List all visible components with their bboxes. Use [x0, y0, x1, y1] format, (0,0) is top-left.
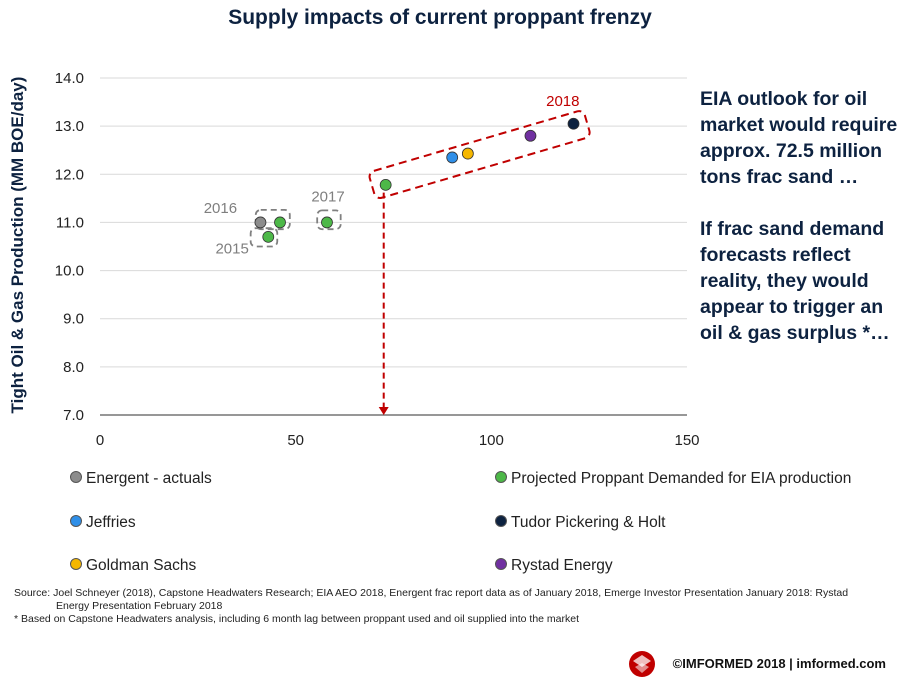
legend-item-jeffries: Jeffries: [70, 514, 136, 532]
data-points: [254, 117, 580, 243]
legend-marker: [70, 558, 82, 570]
y-tick-label: 7.0: [63, 407, 84, 424]
imformed-logo: [629, 651, 655, 677]
annotation-box-2017: [316, 209, 342, 231]
annotation-box-2018-outline: [368, 110, 591, 199]
y-tick-label: 12.0: [55, 166, 84, 183]
legend-item-energent: Energent - actuals: [70, 470, 212, 488]
gridlines: [100, 77, 687, 416]
x-tick-label: 100: [479, 432, 504, 449]
legend-marker: [70, 471, 82, 483]
chart-title: Supply impacts of current proppant frenz…: [228, 6, 652, 29]
legend-marker: [495, 515, 507, 527]
side-text-1: EIA outlook for oil market would require…: [700, 88, 898, 188]
legend-label: Jeffries: [86, 514, 136, 531]
legend-item-goldman: Goldman Sachs: [70, 557, 196, 575]
year-label-2017: 2017: [311, 189, 344, 206]
side-commentary: EIA outlook for oil market would require…: [700, 86, 900, 346]
data-point: [524, 129, 537, 142]
annotation-box-2018: [368, 110, 591, 199]
x-tick-labels: 0 50 100 150: [96, 432, 700, 449]
x-tick-label: 0: [96, 432, 104, 449]
side-text-2: If frac sand demand forecasts reflect re…: [700, 218, 890, 344]
legend-marker: [495, 558, 507, 570]
legend-item-rystad: Rystad Energy: [495, 557, 613, 575]
legend-item-tudor: Tudor Pickering & Holt: [495, 514, 666, 532]
source-line-3: * Based on Capstone Headwaters analysis,…: [14, 613, 580, 625]
source-line-2: Energy Presentation February 2018: [56, 600, 223, 612]
data-point: [567, 117, 580, 130]
y-axis-label: Tight Oil & Gas Production (MM BOE/day): [8, 77, 27, 414]
year-label-2016: 2016: [204, 200, 237, 217]
year-label-2015: 2015: [215, 240, 248, 257]
data-point: [274, 216, 286, 229]
legend-label: Tudor Pickering & Holt: [511, 514, 666, 531]
data-point: [379, 178, 392, 191]
legend-item-projected: Projected Proppant Demanded for EIA prod…: [495, 470, 851, 488]
data-point: [446, 151, 459, 164]
data-point: [262, 230, 275, 243]
x-tick-label: 50: [287, 432, 304, 449]
y-tick-labels: 7.0 8.0 9.0 10.0 11.0 12.0 13.0 14.0: [55, 70, 84, 424]
y-tick-label: 13.0: [55, 118, 84, 135]
y-tick-label: 14.0: [55, 70, 84, 87]
legend-label: Projected Proppant Demanded for EIA prod…: [511, 470, 852, 487]
legend-label: Goldman Sachs: [86, 557, 197, 574]
legend-label: Energent - actuals: [86, 470, 212, 487]
data-point: [321, 216, 333, 229]
y-tick-label: 10.0: [55, 263, 84, 280]
footer-copyright: ©IMFORMED 2018 | imformed.com: [672, 656, 886, 671]
legend-label: Rystad Energy: [511, 557, 613, 574]
year-label-2018: 2018: [546, 93, 579, 110]
projection-arrow-head: [378, 407, 389, 415]
data-point: [254, 216, 267, 229]
legend-marker: [495, 471, 507, 483]
data-point: [461, 147, 474, 160]
legend-marker: [70, 515, 82, 527]
y-tick-label: 11.0: [56, 214, 84, 231]
year-annotations: 2016 2015 2017 2018: [204, 93, 591, 415]
x-tick-label: 150: [674, 432, 699, 449]
source-line-1: Source: Joel Schneyer (2018), Capstone H…: [14, 587, 849, 599]
y-tick-label: 9.0: [63, 311, 84, 328]
y-tick-label: 8.0: [63, 359, 84, 376]
source-notes: Source: Joel Schneyer (2018), Capstone H…: [14, 587, 884, 626]
